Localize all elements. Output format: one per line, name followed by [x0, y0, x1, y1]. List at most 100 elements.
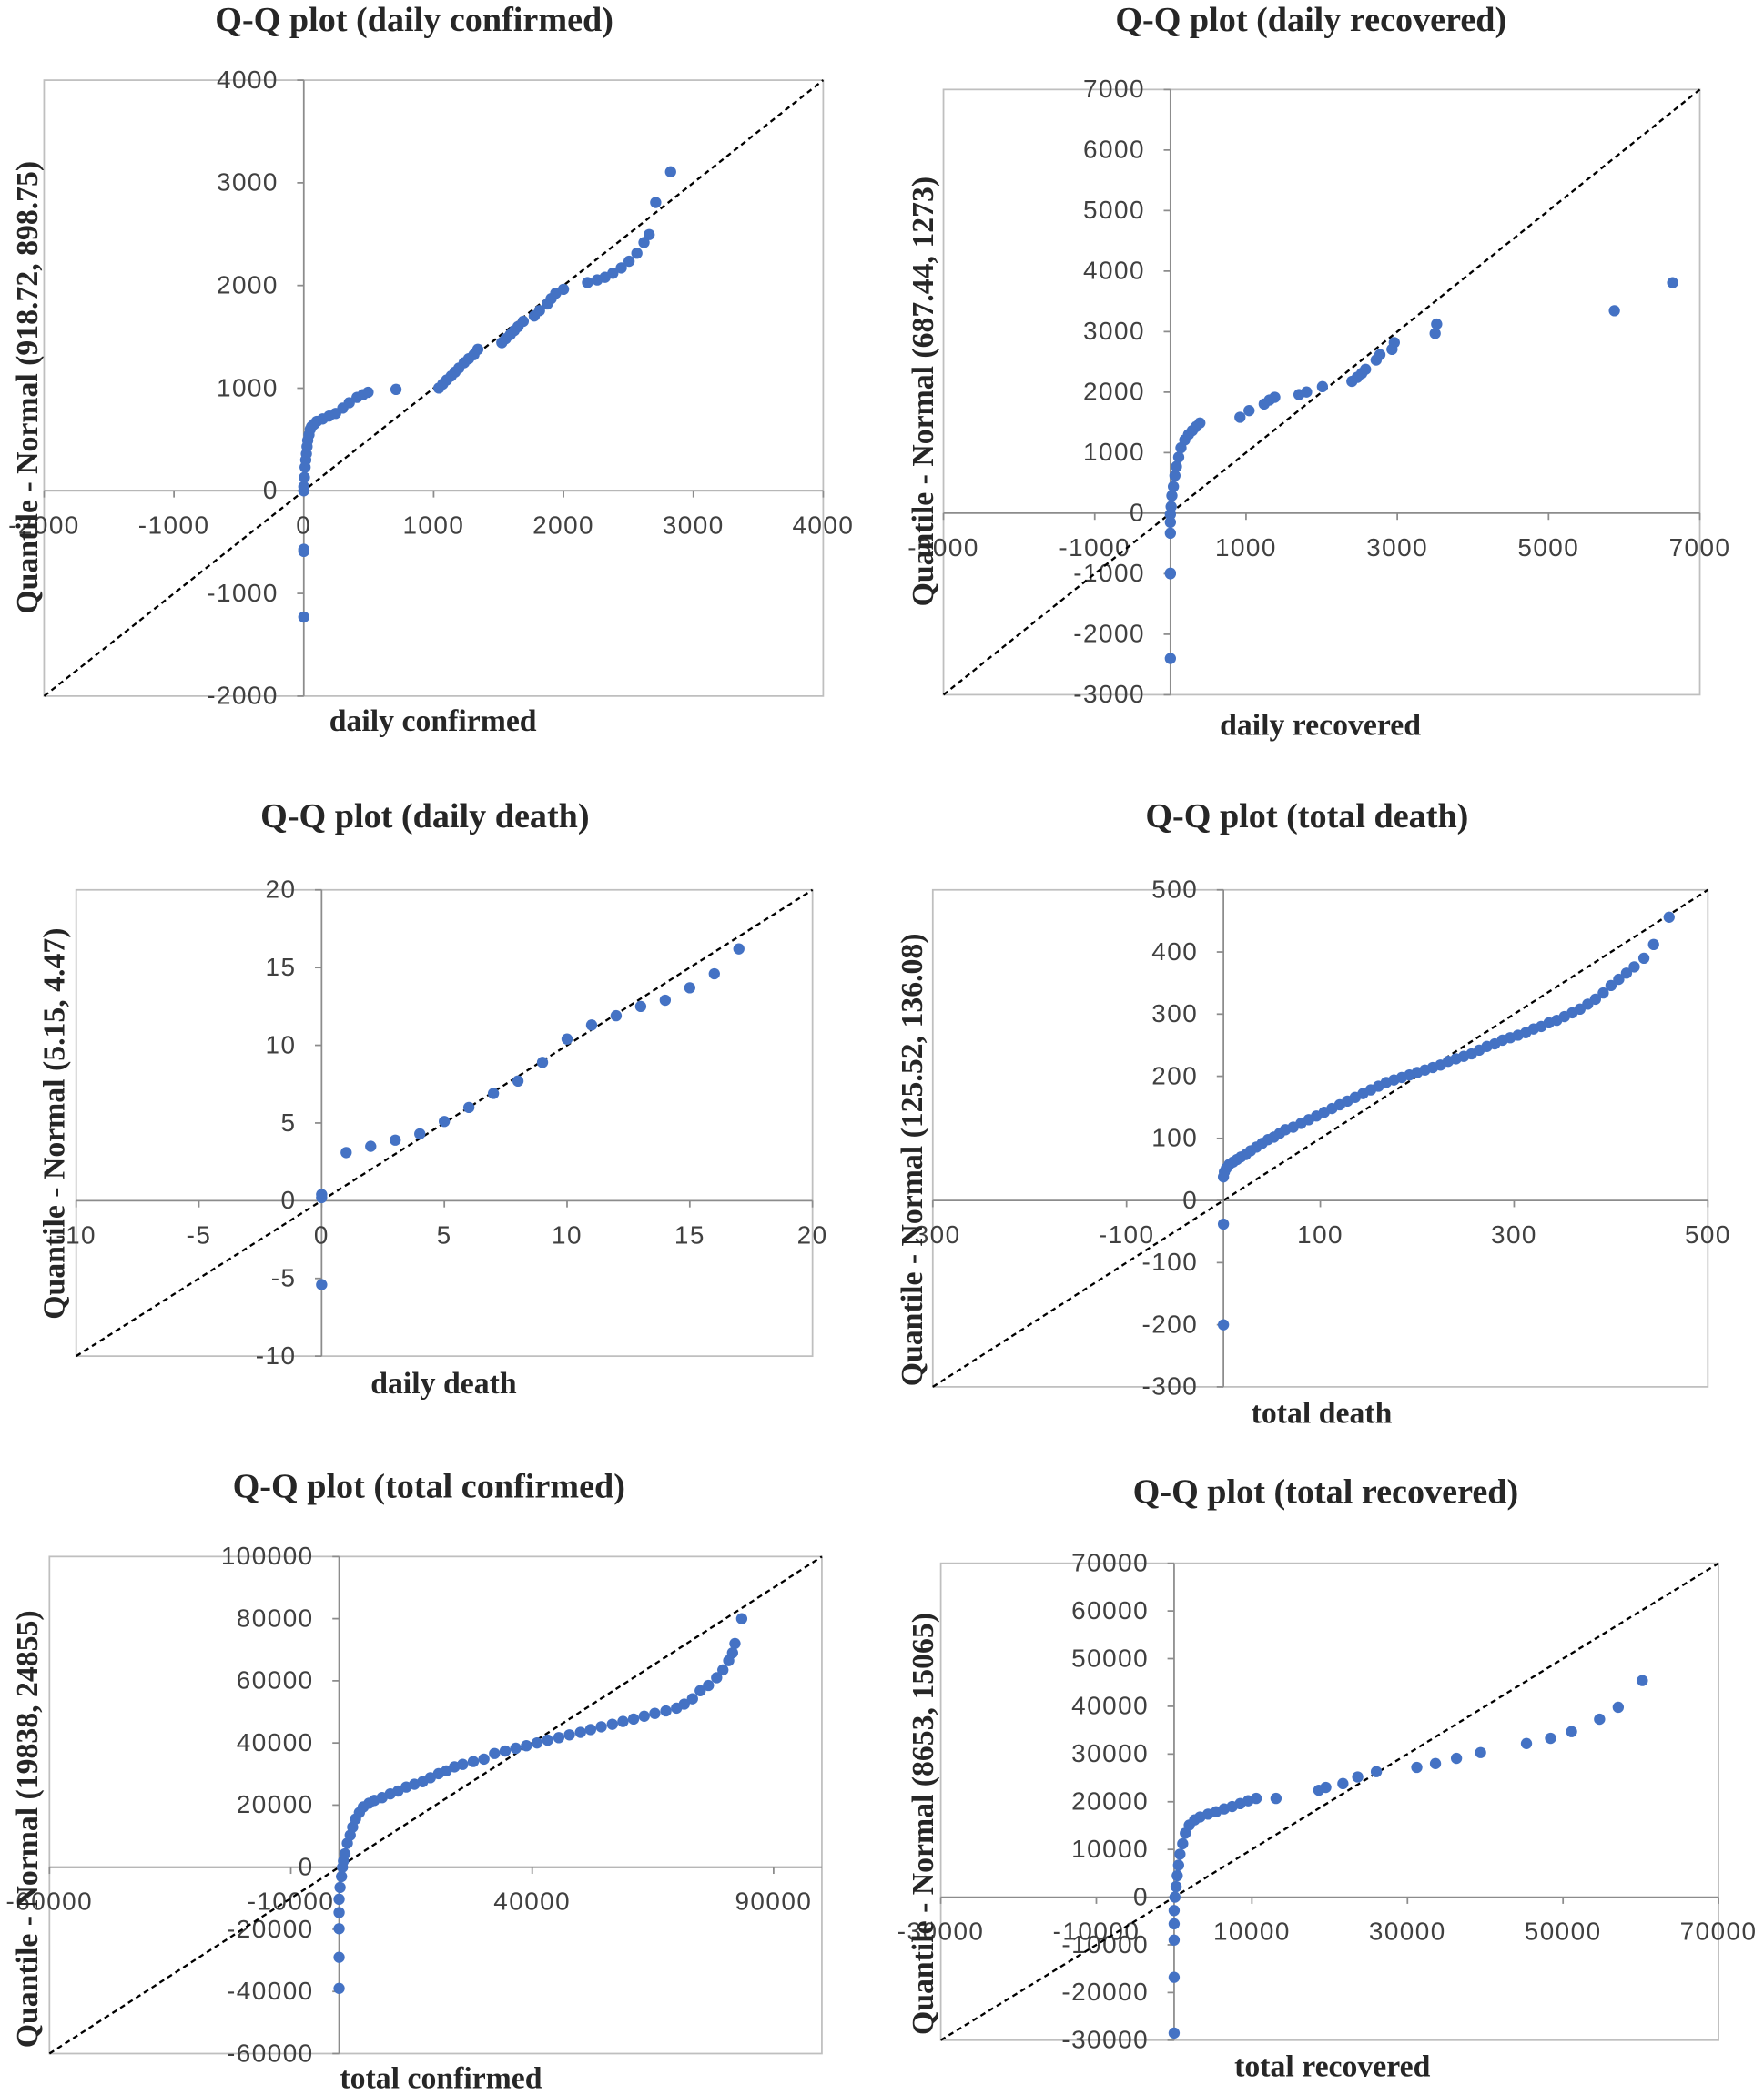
y-tick-label: -20000 — [1061, 1978, 1149, 2006]
data-point — [1589, 993, 1602, 1006]
y-tick-label: 100 — [1151, 1124, 1198, 1152]
y-tick-label: 40000 — [237, 1728, 314, 1756]
data-point — [333, 1982, 345, 1994]
x-tick-label: 3000 — [1366, 533, 1428, 562]
data-point — [1164, 516, 1176, 529]
x-axis-label: daily recovered — [1220, 708, 1421, 742]
data-point — [489, 1747, 501, 1759]
y-tick-label: -10 — [256, 1341, 297, 1370]
y-tick-label: 5000 — [1083, 196, 1145, 224]
data-point — [1628, 961, 1640, 973]
y-tick-label: 100000 — [221, 1542, 314, 1570]
data-point — [1429, 1757, 1442, 1769]
x-tick-label: 90000 — [735, 1888, 812, 1916]
data-point — [1637, 952, 1650, 965]
y-axis-label: Quantile - Normal (8653, 15065) — [907, 1613, 940, 2035]
y-tick-label: -200 — [1142, 1310, 1199, 1338]
data-point — [1475, 1746, 1486, 1758]
data-point — [1168, 1905, 1181, 1917]
chart-title: Q-Q plot (total recovered) — [1133, 1473, 1518, 1512]
x-axis-label: total death — [1252, 1397, 1393, 1431]
chart-title: Q-Q plot (daily confirmed) — [215, 1, 613, 39]
x-axis-label: total confirmed — [340, 2062, 542, 2095]
y-tick-label: 0 — [280, 1186, 296, 1214]
data-point — [615, 262, 627, 274]
x-tick-label: 10000 — [1213, 1918, 1291, 1946]
y-tick-label: 15 — [265, 953, 296, 981]
y-tick-label: 60000 — [1071, 1596, 1149, 1624]
data-point — [471, 343, 484, 356]
y-tick-label: -1000 — [207, 579, 279, 607]
qq-plot-daily-confirmed: -2000 -1000 0 1000 2000 3000 4000 4000 3000 2000 1… — [8, 1, 853, 738]
data-point — [684, 982, 695, 994]
data-point — [1370, 1766, 1383, 1777]
data-point — [1169, 1891, 1181, 1903]
y-tick-label: 2000 — [1083, 378, 1145, 406]
chart-title: Q-Q plot (total death) — [1145, 797, 1468, 835]
data-point — [1637, 1675, 1648, 1686]
data-point — [1301, 386, 1313, 398]
data-point — [1165, 501, 1177, 512]
data-point — [510, 1742, 522, 1755]
x-tick-label: 10 — [552, 1220, 583, 1249]
data-point — [536, 1057, 549, 1068]
data-point — [1170, 1880, 1182, 1893]
data-point — [606, 1718, 618, 1730]
data-point — [478, 1753, 490, 1766]
data-point — [631, 248, 643, 259]
data-point — [1647, 938, 1659, 951]
data-point — [644, 228, 655, 240]
x-tick-label: 5000 — [1517, 533, 1579, 562]
y-tick-label: 10 — [265, 1030, 296, 1058]
qq-plot-total-confirmed: -60000 -10000 40000 90000 100000 80000 60000 40… — [6, 1468, 823, 2095]
reference-line — [939, 1562, 1719, 2041]
data-point — [333, 1907, 345, 1918]
x-tick-label: 70000 — [1680, 1918, 1758, 1946]
y-tick-label: 0 — [1130, 499, 1145, 527]
x-tick-label: -1000 — [138, 511, 210, 539]
data-point — [298, 611, 309, 623]
data-point — [362, 386, 374, 399]
data-point — [1450, 1752, 1463, 1765]
y-tick-label: 80000 — [237, 1604, 314, 1632]
x-tick-label: -2000 — [8, 511, 80, 539]
reference-line — [48, 1555, 823, 2055]
y-tick-label: -3000 — [1073, 680, 1145, 708]
data-point — [1164, 653, 1176, 664]
data-point — [585, 1019, 598, 1031]
data-point — [1217, 1218, 1230, 1230]
y-tick-label: -30000 — [1061, 2026, 1149, 2054]
data-point — [1663, 911, 1675, 923]
data-point — [457, 1758, 469, 1770]
data-point — [462, 1101, 475, 1114]
y-tick-label: 4000 — [217, 66, 279, 94]
x-tick-label: 30000 — [1369, 1918, 1446, 1946]
data-point — [333, 1893, 345, 1906]
data-point — [414, 1128, 426, 1140]
data-point — [1545, 1732, 1556, 1745]
y-tick-label: -40000 — [227, 1977, 314, 2005]
data-point — [694, 1685, 706, 1696]
y-tick-label: 3000 — [217, 168, 279, 197]
data-point — [1171, 460, 1182, 472]
data-point — [1431, 318, 1443, 330]
reference-line — [76, 888, 814, 1358]
data-point — [1171, 1869, 1183, 1882]
data-point — [595, 1721, 607, 1733]
x-tick-label: -100 — [1099, 1220, 1155, 1249]
y-tick-label: -100 — [1142, 1248, 1199, 1276]
y-tick-label: 7000 — [1083, 75, 1145, 103]
qq-plot-total-recovered: -30000 -10000 10000 30000 50000 70000 70000 600… — [897, 1473, 1758, 2084]
data-point — [561, 1033, 573, 1045]
x-tick-label: -300 — [905, 1220, 961, 1249]
data-point — [1429, 328, 1441, 339]
y-axis-label: Quantile - Normal (19838, 24855) — [11, 1610, 45, 2048]
x-tick-label: -10000 — [1053, 1918, 1141, 1946]
y-tick-label: 20000 — [1071, 1787, 1149, 1816]
data-point — [333, 1951, 345, 1963]
y-tick-label: 5 — [280, 1108, 296, 1137]
y-tick-label: 0 — [263, 476, 279, 504]
y-tick-label: 70000 — [1071, 1549, 1149, 1577]
y-tick-label: -2000 — [1073, 620, 1145, 648]
data-point — [1608, 305, 1620, 317]
